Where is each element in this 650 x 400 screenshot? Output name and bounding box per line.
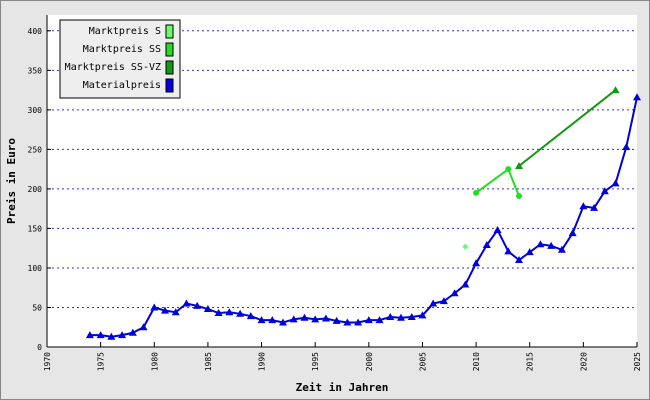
marker <box>150 303 159 311</box>
legend-swatch <box>165 60 174 75</box>
marker <box>225 308 234 316</box>
marker <box>161 306 169 314</box>
legend-box <box>59 19 181 99</box>
x-tick-label: 1985 <box>204 352 213 371</box>
marker <box>321 314 330 322</box>
marker <box>279 318 287 326</box>
x-tick-label: 2015 <box>526 352 535 371</box>
marker <box>107 332 116 340</box>
y-tick-label: 0 <box>37 343 42 352</box>
x-tick-label: 2000 <box>365 352 374 371</box>
marker <box>418 311 427 319</box>
marker <box>311 315 320 323</box>
marker <box>429 299 438 307</box>
marker <box>332 316 341 324</box>
x-tick-label: 1970 <box>43 352 52 371</box>
marker <box>450 289 459 297</box>
marker <box>343 318 352 326</box>
legend-label: Materialpreis <box>83 80 161 91</box>
y-tick-label: 100 <box>28 264 43 273</box>
marker <box>462 243 469 250</box>
x-tick-label: 2020 <box>579 352 588 371</box>
legend-label: Marktpreis SS-VZ <box>65 62 161 73</box>
marker <box>611 86 620 94</box>
marker <box>515 256 523 264</box>
marker <box>505 166 512 173</box>
marker <box>525 248 534 256</box>
marker <box>375 316 384 324</box>
legend-label: Marktpreis S <box>89 26 161 37</box>
marker <box>364 316 373 324</box>
marker <box>203 305 212 313</box>
x-tick-label: 2005 <box>418 352 427 371</box>
x-tick-label: 2010 <box>472 352 481 371</box>
x-tick-label: 1990 <box>258 352 267 371</box>
marker <box>611 179 620 187</box>
marker <box>407 312 416 320</box>
series-line <box>89 96 638 338</box>
marker <box>257 316 266 324</box>
marker <box>547 241 556 249</box>
marker <box>300 313 309 321</box>
marker <box>128 328 137 336</box>
marker <box>633 93 641 101</box>
marker <box>600 187 609 195</box>
y-tick-label: 250 <box>28 145 43 154</box>
y-tick-label: 150 <box>28 224 43 233</box>
marker <box>536 240 545 248</box>
x-tick-label: 1995 <box>311 352 320 371</box>
marker <box>504 247 513 255</box>
marker <box>354 318 363 326</box>
marker <box>579 202 588 210</box>
marker <box>193 301 202 309</box>
marker <box>590 203 599 211</box>
marker <box>482 241 491 249</box>
y-axis-title: Preis in Euro <box>5 138 18 224</box>
marker <box>214 309 223 317</box>
marker <box>397 313 405 321</box>
marker <box>268 316 277 324</box>
marker <box>85 331 94 339</box>
marker <box>182 299 191 307</box>
marker <box>246 312 255 320</box>
marker <box>118 331 127 339</box>
x-axis-title: Zeit in Jahren <box>296 381 389 394</box>
x-tick-label: 1975 <box>97 352 106 371</box>
marker <box>557 245 566 253</box>
marker <box>461 280 470 288</box>
y-tick-label: 350 <box>28 66 43 75</box>
legend-label: Marktpreis SS <box>83 44 161 55</box>
legend-swatch <box>165 24 174 39</box>
x-tick-label: 2025 <box>633 352 642 371</box>
legend: Marktpreis S Marktpreis SS Marktpreis SS-V… <box>59 19 181 99</box>
y-tick-label: 400 <box>28 27 43 36</box>
marker <box>622 143 631 151</box>
marker <box>493 226 502 234</box>
legend-swatch <box>165 78 174 93</box>
marker <box>516 193 522 200</box>
y-tick-label: 200 <box>28 185 43 194</box>
marker <box>171 308 180 316</box>
marker <box>515 161 523 169</box>
series-line <box>518 89 617 167</box>
marker <box>386 312 395 320</box>
marker <box>473 189 480 196</box>
marker <box>289 315 298 323</box>
y-tick-label: 50 <box>32 303 42 312</box>
marker <box>439 297 448 305</box>
marker <box>139 323 148 331</box>
y-tick-label: 300 <box>28 106 43 115</box>
marker <box>96 331 105 339</box>
legend-swatch <box>165 42 174 57</box>
marker <box>236 309 245 317</box>
marker <box>472 259 481 267</box>
x-tick-label: 1980 <box>150 352 159 371</box>
marker <box>568 229 577 237</box>
